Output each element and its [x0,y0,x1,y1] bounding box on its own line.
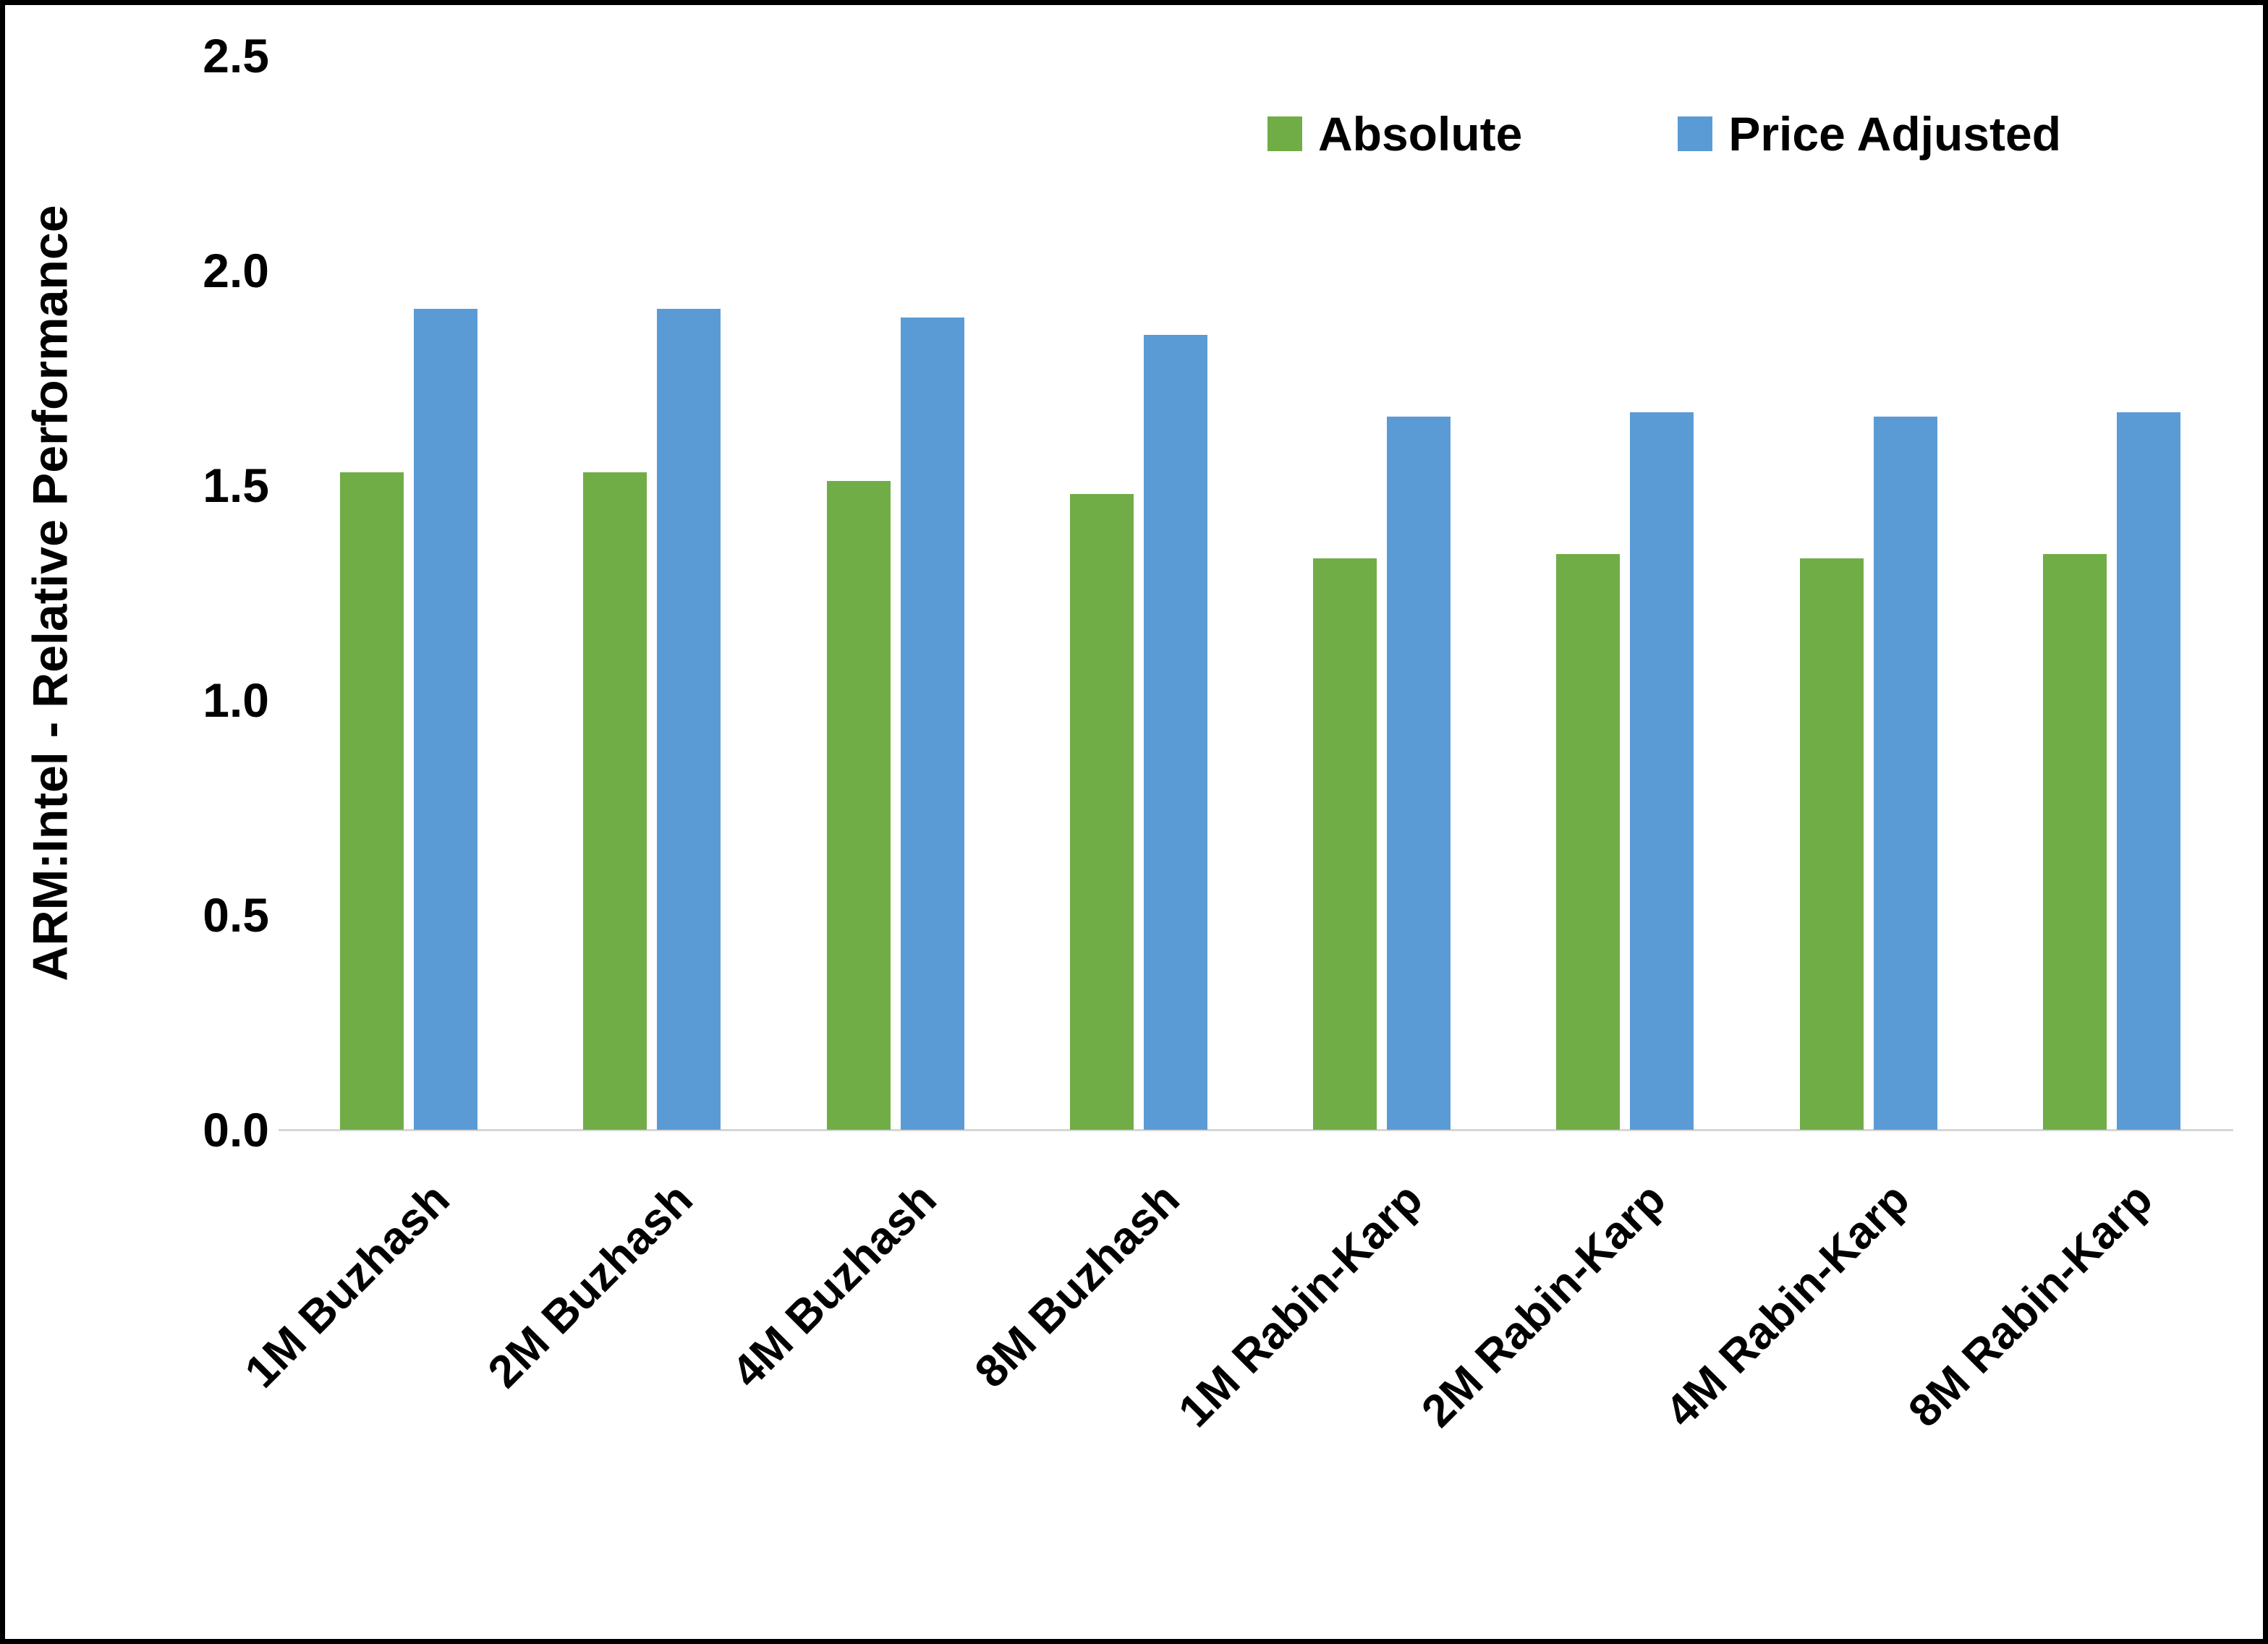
legend-item-price-adjusted: Price Adjusted [1678,106,2061,161]
y-axis-title-text: ARM:Intel - Relative Performance [23,204,79,981]
bar-price-adjusted [2116,412,2180,1130]
legend-label-price-adjusted: Price Adjusted [1728,107,2062,161]
y-axis-title: ARM:Intel - Relative Performance [11,56,90,1130]
y-tick-label: 0.5 [203,888,269,942]
y-tick-label: 2.0 [203,244,269,297]
bar-price-adjusted [657,309,721,1130]
y-tick-label: 2.5 [203,29,269,82]
y-tick-label: 1.0 [203,673,269,727]
x-category-label: 1M Buzhash [235,1173,459,1398]
y-axis-ticks: 0.0 0.5 1.0 1.5 2.0 2.5 [106,32,269,1154]
bar-price-adjusted [414,309,478,1130]
x-axis-labels: 1M Buzhash 2M Buzhash 4M Buzhash 8M Buzhash… [235,1151,2233,1585]
bar-price-adjusted [1873,416,1937,1130]
x-category-label: 8M Rabin-Karp [1898,1173,2162,1437]
bar-absolute [1313,558,1377,1130]
bar-absolute [2042,554,2107,1130]
bar-absolute [1069,493,1134,1130]
legend-swatch-absolute [1267,116,1302,151]
y-tick-label: 0.0 [203,1103,269,1157]
bar-price-adjusted [900,318,964,1130]
x-category-label: 1M Rabin-Karp [1169,1173,1432,1437]
bar-absolute [1556,554,1621,1130]
plot-area [279,56,2233,1131]
legend-label-absolute: Absolute [1318,107,1523,161]
bar-absolute [826,481,891,1130]
legend-item-absolute: Absolute [1267,106,1522,161]
bar-price-adjusted [1387,416,1451,1130]
x-category-label: 8M Buzhash [965,1173,1189,1398]
x-category-label: 4M Buzhash [721,1173,946,1398]
bar-absolute [340,472,404,1130]
x-category-label: 2M Rabin-Karp [1412,1173,1676,1437]
x-category-label: 2M Buzhash [478,1173,703,1398]
bar-absolute [1799,558,1864,1130]
x-category-label: 4M Rabin-Karp [1655,1173,1919,1437]
legend-swatch-price-adjusted [1678,116,1713,151]
legend: Absolute Price Adjusted [1267,106,2061,161]
bar-price-adjusted [1143,335,1207,1130]
bar-price-adjusted [1630,412,1694,1130]
x-axis-line [279,1129,2233,1131]
bar-absolute [583,472,647,1130]
y-tick-label: 1.5 [203,459,269,512]
